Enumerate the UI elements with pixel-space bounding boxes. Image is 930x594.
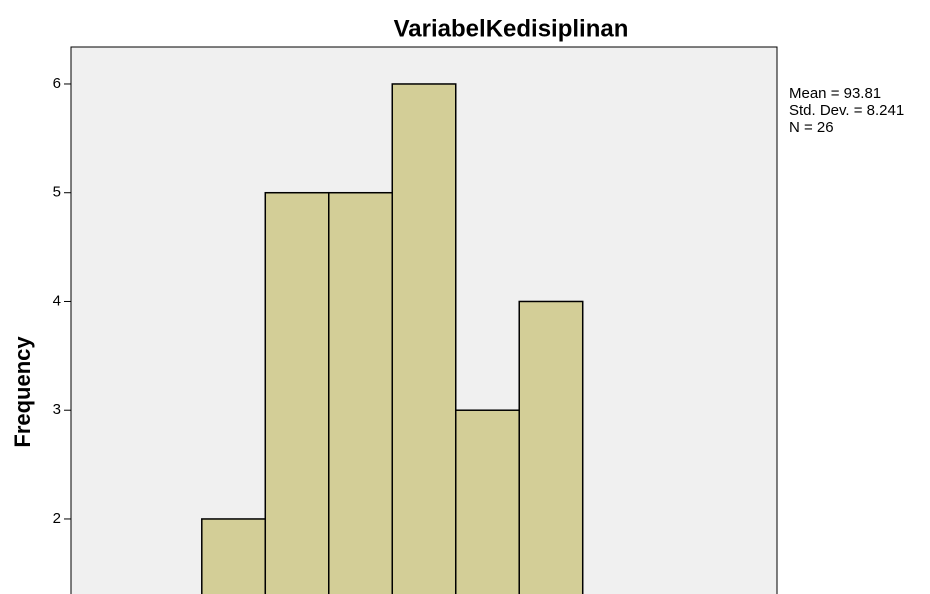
bar [201, 518, 267, 594]
y-tick-label: 5 [53, 184, 61, 201]
bar [391, 83, 457, 594]
y-tick-label: 6 [53, 75, 61, 92]
bar [264, 191, 330, 594]
annotation: N = 26 [789, 119, 834, 136]
chart-title: VariabelKedisiplinan [394, 15, 629, 42]
annotation: Mean = 93.81 [789, 85, 881, 102]
annotation: Std. Dev. = 8.241 [789, 102, 904, 119]
bar [328, 191, 394, 594]
y-tick-label: 3 [53, 401, 61, 418]
y-tick-label: 4 [53, 292, 61, 309]
bar [454, 409, 520, 594]
y-axis-label: Frequency [10, 336, 35, 448]
y-tick-label: 2 [53, 510, 61, 527]
bar [518, 300, 584, 594]
